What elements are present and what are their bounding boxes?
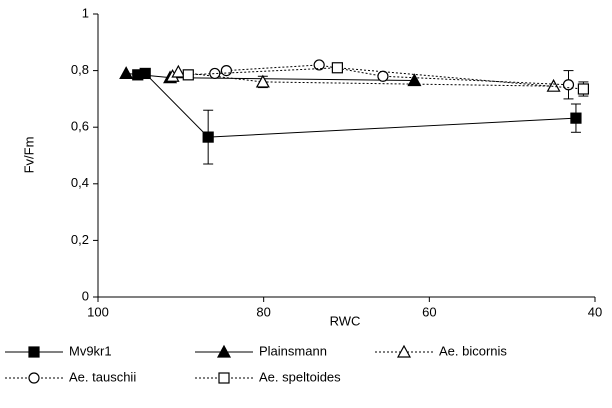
x-tick-label: 40 [588,304,602,319]
y-tick-label: 0,8 [71,62,89,77]
marker [220,64,232,77]
marker [407,73,422,87]
marker [562,79,575,91]
y-tick-label: 1 [82,5,89,20]
legend-marker [28,372,40,384]
marker [171,64,186,78]
marker [546,78,561,92]
y-axis-label: Fv/Fm [21,137,36,174]
legend-marker [216,344,232,358]
marker [313,59,325,71]
series-line [172,71,554,87]
legend-marker [28,346,40,358]
y-tick-label: 0,6 [71,119,89,134]
x-tick-label: 60 [422,304,436,319]
y-tick-label: 0,2 [71,232,89,247]
x-tick-label: 80 [256,304,270,319]
marker [255,74,270,88]
marker [577,83,590,95]
legend-label: Ae. tauschii [69,369,136,384]
marker [570,112,582,124]
marker [202,131,214,143]
y-tick-label: 0,4 [71,175,89,190]
legend-label: Ae. speltoides [259,369,341,384]
marker [139,67,151,80]
marker [182,69,194,81]
legend-marker [396,344,412,358]
marker [119,66,134,80]
y-tick-label: 0 [82,288,89,303]
series-line [137,72,576,138]
legend-label: Mv9kr1 [69,343,112,358]
legend-label: Plainsmann [259,343,327,358]
marker [331,62,343,74]
marker [209,67,221,80]
x-tick-label: 100 [87,304,109,319]
marker [377,70,389,82]
legend-label: Ae. bicornis [439,343,507,358]
legend-marker [218,372,230,384]
x-axis-label: RWC [330,313,361,328]
